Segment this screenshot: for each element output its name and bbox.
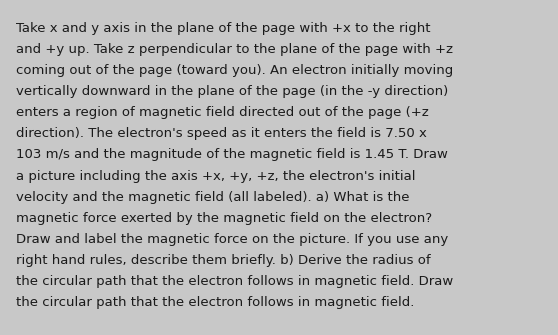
Text: the circular path that the electron follows in magnetic field.: the circular path that the electron foll… [16, 296, 414, 309]
Text: velocity and the magnetic field (all labeled). a) What is the: velocity and the magnetic field (all lab… [16, 191, 409, 204]
Text: the circular path that the electron follows in magnetic field. Draw: the circular path that the electron foll… [16, 275, 453, 288]
Text: enters a region of magnetic field directed out of the page (+z: enters a region of magnetic field direct… [16, 106, 429, 119]
Text: Take x and y axis in the plane of the page with +x to the right: Take x and y axis in the plane of the pa… [16, 22, 430, 35]
Text: direction). The electron's speed as it enters the field is 7.50 x: direction). The electron's speed as it e… [16, 127, 426, 140]
Text: coming out of the page (toward you). An electron initially moving: coming out of the page (toward you). An … [16, 64, 453, 77]
Text: and +y up. Take z perpendicular to the plane of the page with +z: and +y up. Take z perpendicular to the p… [16, 43, 453, 56]
Text: a picture including the axis +x, +y, +z, the electron's initial: a picture including the axis +x, +y, +z,… [16, 170, 415, 183]
Text: vertically downward in the plane of the page (in the -y direction): vertically downward in the plane of the … [16, 85, 448, 98]
Text: right hand rules, describe them briefly. b) Derive the radius of: right hand rules, describe them briefly.… [16, 254, 430, 267]
Text: magnetic force exerted by the magnetic field on the electron?: magnetic force exerted by the magnetic f… [16, 212, 432, 225]
Text: Draw and label the magnetic force on the picture. If you use any: Draw and label the magnetic force on the… [16, 233, 448, 246]
Text: 103 m/s and the magnitude of the magnetic field is 1.45 T. Draw: 103 m/s and the magnitude of the magneti… [16, 148, 448, 161]
